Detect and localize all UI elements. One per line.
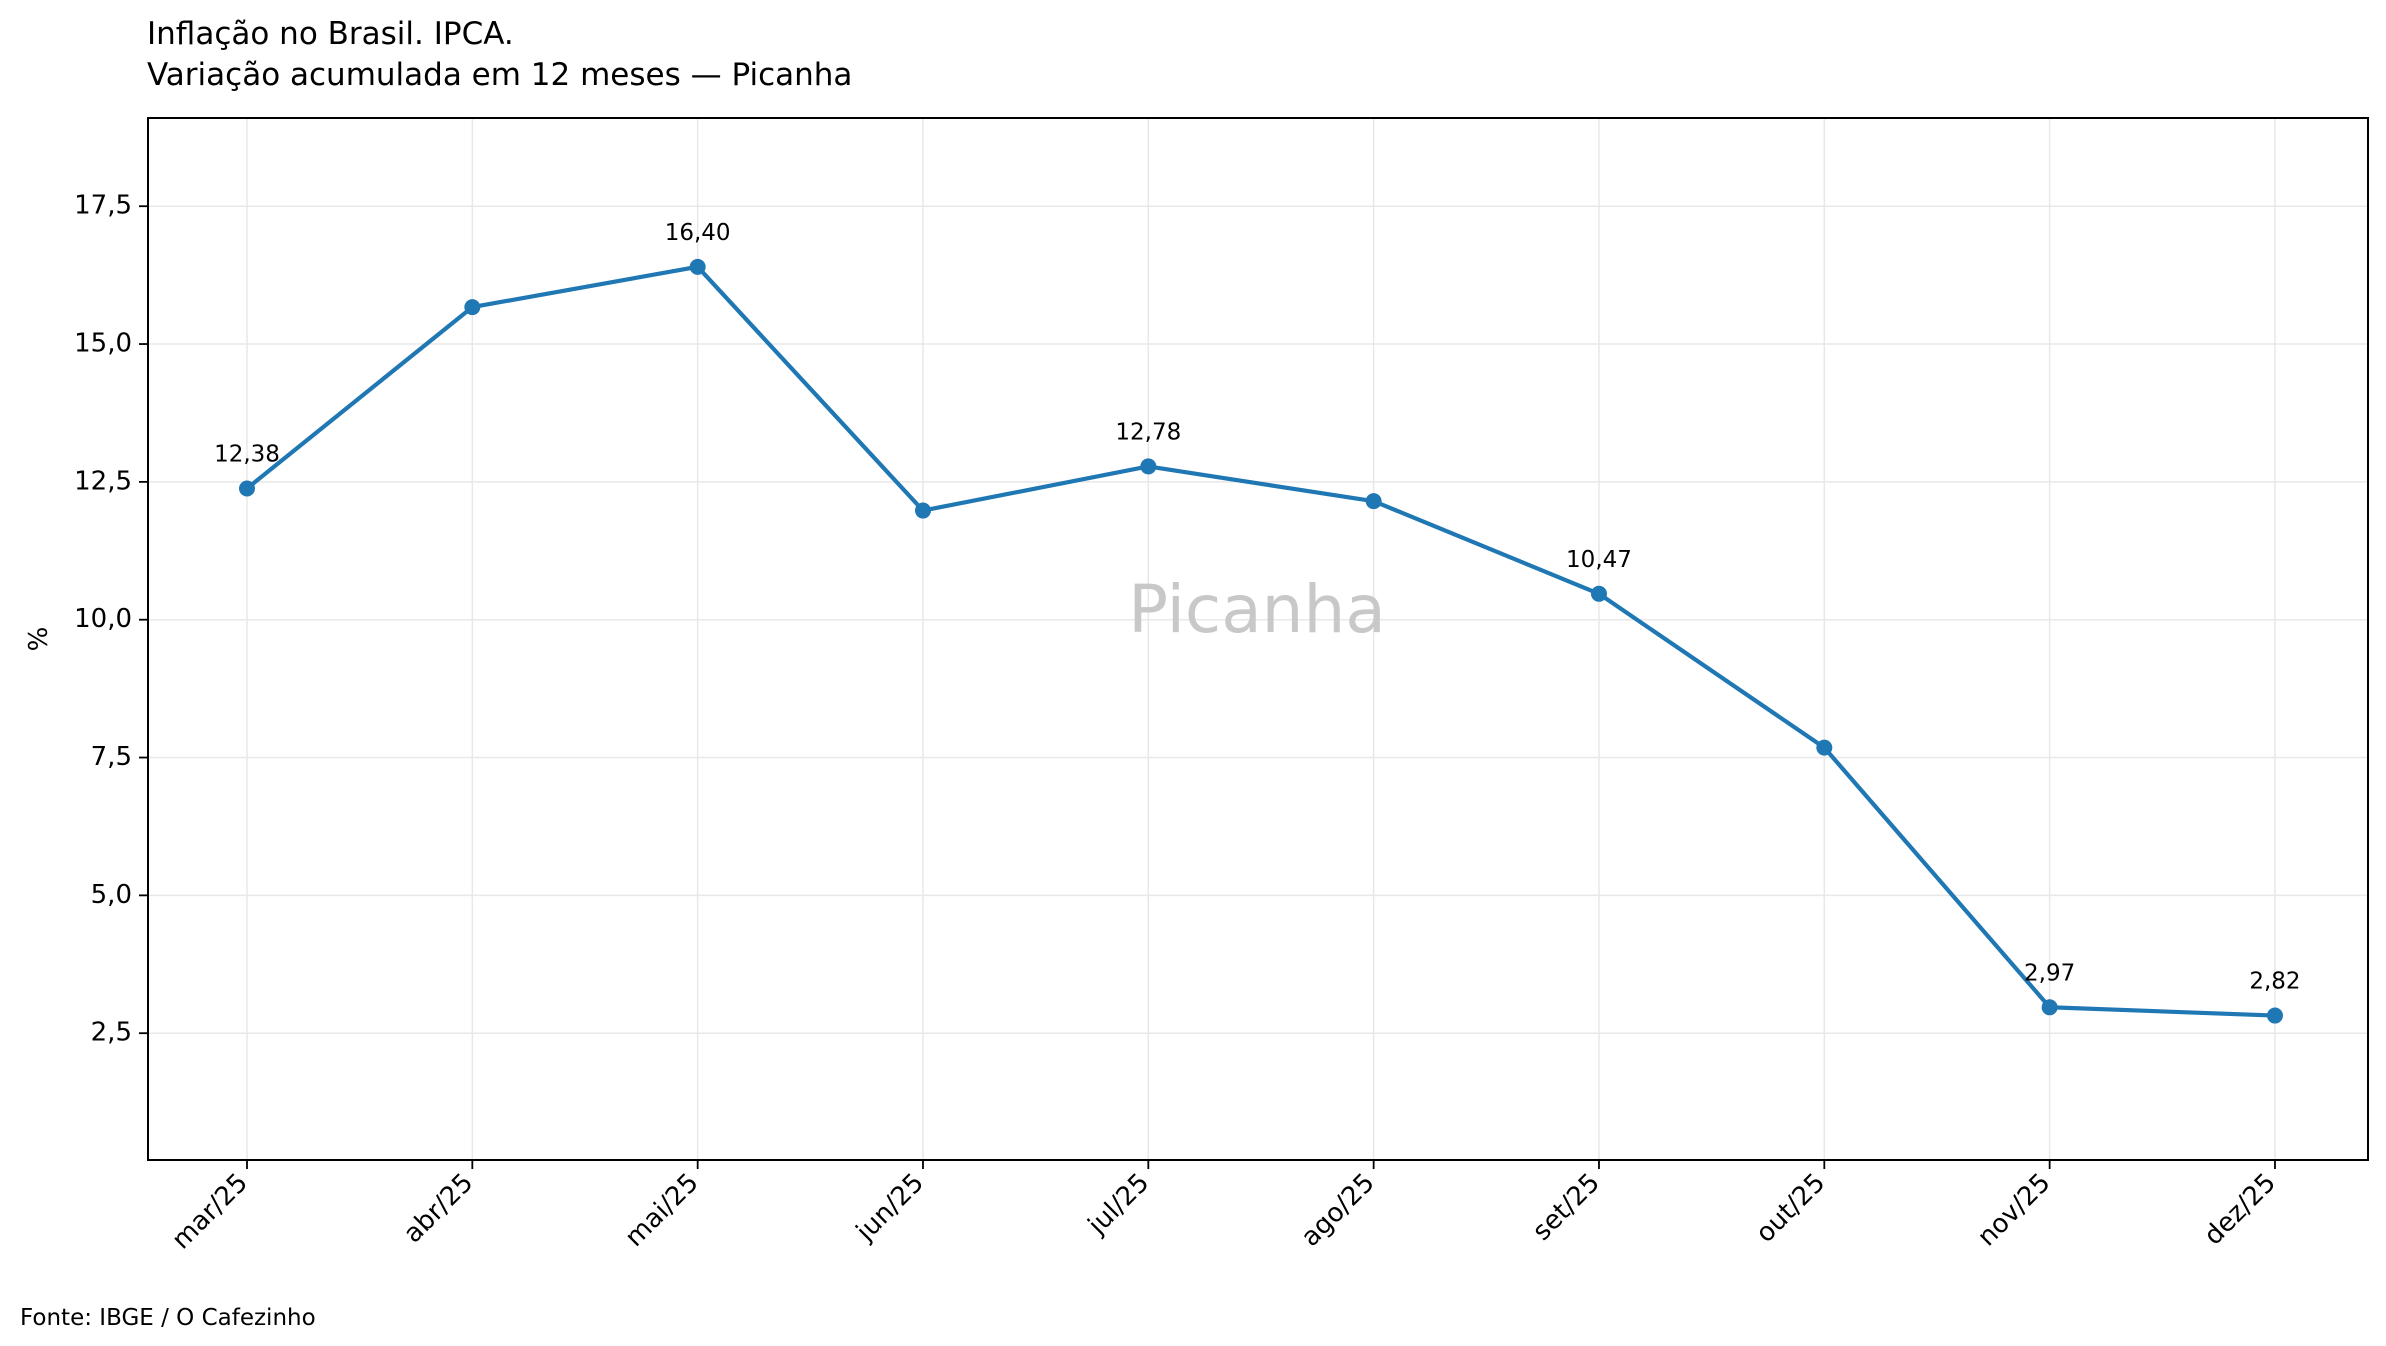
data-label: 16,40 <box>665 220 731 246</box>
data-point <box>1816 739 1833 756</box>
x-axis: mar/25 abr/25 mai/25 jun/25 jul/25 ago/25 set/… <box>166 1160 2282 1255</box>
source-note: Fonte: IBGE / O Cafezinho <box>20 1305 316 1331</box>
series-line <box>244 264 2278 1018</box>
plot-frame <box>147 117 2369 1161</box>
data-point <box>914 502 931 519</box>
y-tick-label: 2,5 <box>91 1018 132 1048</box>
y-tick-label: 7,5 <box>91 742 132 772</box>
data-label: 2,82 <box>2249 969 2300 995</box>
x-tick-label: abr/25 <box>398 1168 479 1249</box>
data-point <box>2266 1007 2283 1024</box>
series-layer <box>239 258 2283 1024</box>
data-point <box>239 480 255 497</box>
data-labels: 12,38 16,40 12,78 10,47 2,97 2,82 <box>214 220 2301 995</box>
watermark-text: Picanha <box>1128 571 1386 648</box>
x-tick-label: nov/25 <box>1972 1168 2057 1253</box>
data-label: 12,78 <box>1115 419 1181 445</box>
y-tick-label: 5,0 <box>91 880 132 910</box>
y-tick-label: 15,0 <box>74 329 132 359</box>
data-point <box>1590 585 1607 602</box>
y-axis: 2,5 5,0 7,5 10,0 12,5 15,0 17,5 <box>74 191 148 1048</box>
data-label: 10,47 <box>1566 547 1632 573</box>
x-tick-label: ago/25 <box>1296 1168 1381 1253</box>
x-tick-label: out/25 <box>1750 1168 1831 1249</box>
data-point <box>2041 999 2058 1016</box>
data-point <box>1140 458 1157 475</box>
x-tick-label: dez/25 <box>2198 1168 2281 1251</box>
data-point <box>464 299 481 316</box>
y-tick-label: 17,5 <box>74 191 132 221</box>
data-point <box>1365 493 1382 510</box>
x-tick-label: set/25 <box>1527 1168 1606 1247</box>
x-tick-label: mai/25 <box>620 1168 705 1253</box>
y-tick-label: 10,0 <box>74 604 132 634</box>
data-point <box>689 258 706 275</box>
chart-subtitle: Variação acumulada em 12 meses — Picanha <box>147 57 852 93</box>
y-tick-label: 12,5 <box>74 466 132 496</box>
chart-title: Inflação no Brasil. IPCA. <box>147 16 514 52</box>
y-axis-label: % <box>24 627 54 652</box>
data-label: 12,38 <box>214 441 280 467</box>
x-tick-label: jun/25 <box>850 1168 930 1248</box>
x-tick-label: mar/25 <box>166 1168 254 1256</box>
data-label: 2,97 <box>2024 960 2075 986</box>
x-tick-label: jul/25 <box>1082 1168 1155 1241</box>
